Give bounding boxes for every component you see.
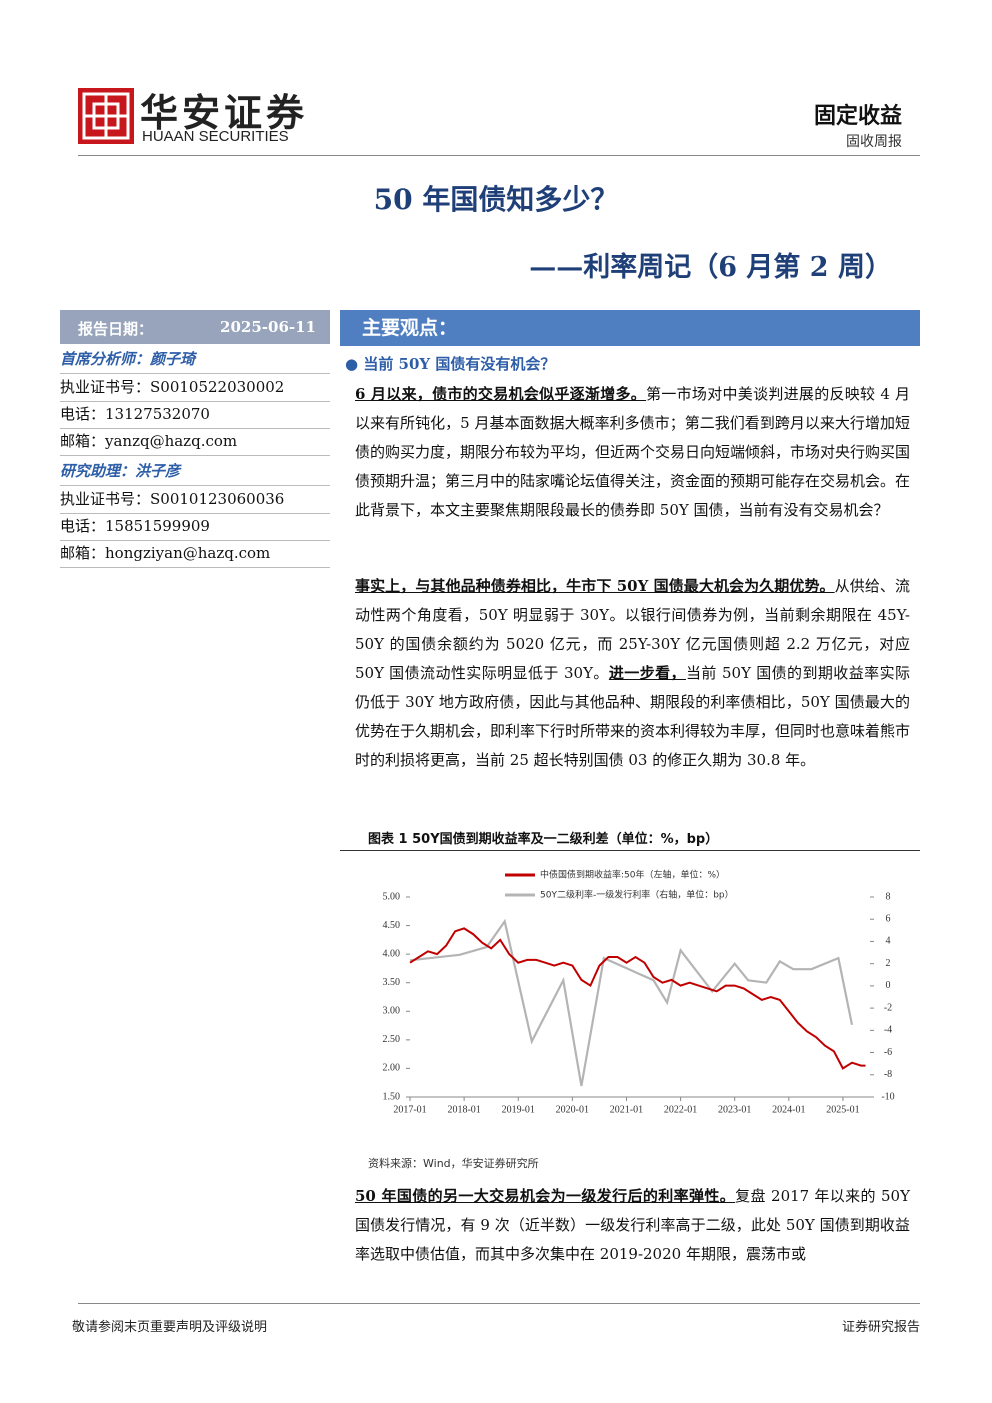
paragraph: 50 年国债的另一大交易机会为一级发行后的利率弹性。复盘 2017 年以来的 5… (355, 1182, 910, 1269)
footer-rule (78, 1303, 920, 1304)
analyst-role: 研究助理：洪子彦 (60, 458, 330, 486)
logo-en: HUAAN SECURITIES (142, 128, 289, 145)
paragraph-text: 复盘 2017 年以来的 50Y 国债发行情况，有 9 次（近半数）一级发行利率… (355, 1187, 910, 1263)
analyst-info: 执业证书号：S0010123060036 (60, 486, 330, 514)
y2-tick-label: 2 (886, 958, 891, 969)
series-line (409, 918, 854, 1087)
legend-label: 中债国债到期收益率:50年（左轴，单位：%） (540, 869, 725, 881)
analyst-info: 邮箱：yanzq@hazq.com (60, 428, 330, 456)
date-bar: 报告日期： 2025-06-11 (60, 310, 330, 344)
x-tick-label: 2022-01 (664, 1104, 697, 1115)
x-tick-label: 2020-01 (556, 1104, 589, 1115)
series-line (409, 927, 866, 1070)
paragraph: 6 月以来，债市的交易机会似乎逐渐增多。第一市场对中美谈判进展的反映较 4 月以… (355, 380, 910, 525)
x-tick-label: 2018-01 (447, 1104, 480, 1115)
date: 2025-06-11 (220, 318, 316, 336)
legend-label: 50Y二级利率-一级发行利率（右轴，单位：bp） (540, 889, 734, 901)
footer-right: 证券研究报告 (841, 1320, 920, 1335)
y-tick-label: 4.00 (383, 948, 401, 959)
y2-tick-label: 0 (886, 980, 891, 991)
y-tick-label: 3.50 (383, 977, 401, 988)
y2-tick-label: -4 (884, 1025, 892, 1036)
x-tick-label: 2025-01 (826, 1104, 859, 1115)
header-rule (78, 155, 920, 156)
paragraph-text: 当前 50Y 国债的到期收益率实际仍低于 30Y 地方政府债，因此与其他品种、期… (355, 664, 911, 769)
paragraph-text: 第一市场对中美谈判进展的反映较 4 月以来有所钝化，5 月基本面数据大概率利多债… (355, 385, 911, 519)
date-label: 报告日期： (78, 320, 154, 338)
subtitle: ——利率周记（6 月第 2 周） (529, 252, 892, 283)
y2-tick-label: -2 (884, 1002, 892, 1013)
paragraph-lead: 50 年国债的另一大交易机会为一级发行后的利率弹性。 (355, 1187, 736, 1205)
x-tick-label: 2019-01 (502, 1104, 535, 1115)
y-tick-label: 2.00 (383, 1063, 401, 1074)
x-tick-label: 2017-01 (393, 1104, 426, 1115)
figure-source: 资料来源：Wind，华安证券研究所 (368, 1157, 539, 1170)
figure-rule (340, 850, 920, 851)
logo-text: 华安证券 (140, 91, 309, 135)
analyst-role: 首席分析师：颜子琦 (60, 346, 330, 374)
y2-tick-label: 4 (886, 936, 891, 947)
analyst-info: 执业证书号：S0010522030002 (60, 374, 330, 402)
y2-tick-label: -8 (884, 1069, 892, 1080)
y-tick-label: 2.50 (383, 1034, 401, 1045)
y2-tick-label: 6 (886, 914, 891, 925)
y2-tick-label: -10 (881, 1091, 894, 1102)
chart: 1.50 2.00 2.50 3.00 3.50 4.00 4.50 5.00 -10 -8 -6 -… (383, 869, 895, 1116)
y2-tick-label: 8 (886, 891, 891, 902)
subcategory: 固收周报 (846, 134, 902, 150)
figure-caption: 图表 1 50Y国债到期收益率及一二级利差（单位：%，bp） (368, 832, 719, 847)
paragraph: 事实上，与其他品种债券相比，牛市下 50Y 国债最大机会为久期优势。从供给、流动… (355, 572, 910, 775)
paragraph-text: 从供给、流动性两个角度看，50Y 明显弱于 30Y。以银行间债券为例，当前剩余期… (355, 577, 910, 682)
bullet-text: 当前 50Y 国债有没有机会？ (363, 355, 556, 373)
x-tick-label: 2023-01 (718, 1104, 751, 1115)
analyst-info: 电话：15851599909 (60, 513, 330, 541)
y-tick-label: 4.50 (383, 920, 401, 931)
paragraph-lead: 进一步看， (608, 664, 686, 682)
y2-tick-label: -6 (884, 1047, 892, 1058)
y-tick-label: 5.00 (383, 891, 401, 902)
footer-left: 敬请参阅末页重要声明及评级说明 (72, 1320, 268, 1335)
analyst-info: 电话：13127532070 (60, 401, 330, 429)
bullet: ● 当前 50Y 国债有没有机会？ (345, 355, 556, 373)
category: 固定收益 (813, 104, 902, 129)
paragraph-lead: 事实上，与其他品种债券相比，牛市下 50Y 国债最大机会为久期优势。 (355, 577, 835, 595)
section-bar: 主要观点： (340, 310, 920, 346)
x-tick-label: 2024-01 (772, 1104, 805, 1115)
logo-icon (78, 88, 134, 144)
title: 50 年国债知多少？ (373, 183, 619, 216)
y-tick-label: 1.50 (383, 1091, 401, 1102)
y-tick-label: 3.00 (383, 1006, 401, 1017)
paragraph-lead: 6 月以来，债市的交易机会似乎逐渐增多。 (355, 385, 647, 403)
x-tick-label: 2021-01 (610, 1104, 643, 1115)
section-title: 主要观点： (362, 317, 458, 339)
analyst-info: 邮箱：hongziyan@hazq.com (60, 540, 330, 568)
